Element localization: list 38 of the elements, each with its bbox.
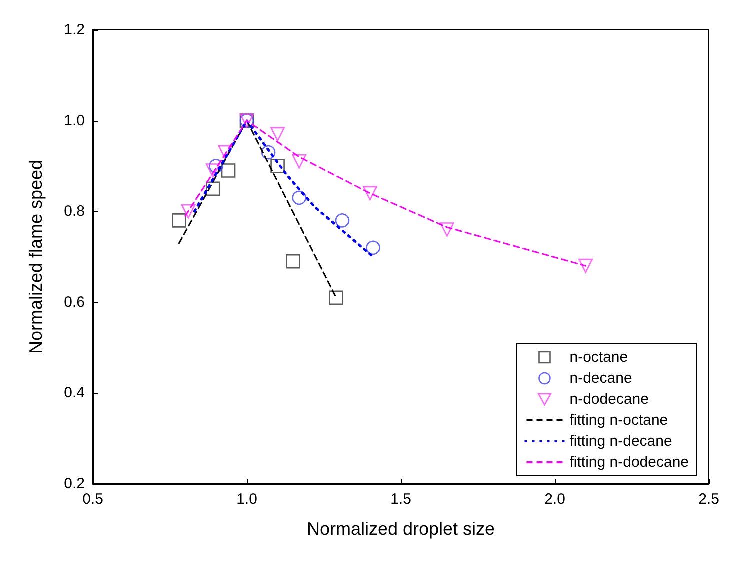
y-tick-label: 1.2 xyxy=(64,22,85,38)
point xyxy=(329,290,344,306)
legend-label: fitting n-decane xyxy=(570,433,672,450)
legend-label: n-octane xyxy=(570,349,628,366)
legend-label: n-decane xyxy=(570,370,632,387)
point xyxy=(181,204,196,219)
y-tick-label: 0.8 xyxy=(64,203,85,220)
point xyxy=(206,182,220,196)
point xyxy=(335,214,350,228)
y-tick-label: 0.2 xyxy=(64,476,85,492)
point xyxy=(206,164,220,178)
x-tick-label: 2.0 xyxy=(544,491,566,508)
y-axis-title: Normalized flame speed xyxy=(26,160,46,354)
point xyxy=(218,145,233,160)
x-tick-label: 0.5 xyxy=(82,491,104,508)
point xyxy=(221,164,236,178)
x-tick-label: 1.5 xyxy=(390,491,412,508)
legend-label: fitting n-octane xyxy=(570,412,668,429)
point xyxy=(366,240,380,256)
y-tick-label: 0.4 xyxy=(64,384,85,402)
y-tick-label: 1.0 xyxy=(64,112,85,130)
point xyxy=(261,145,276,160)
x-axis-title: Normalized droplet size xyxy=(306,519,496,539)
x-tick-label: 1.0 xyxy=(236,491,258,508)
x-tick-label: 2.5 xyxy=(698,491,720,508)
point xyxy=(292,154,307,169)
legend-label: fitting n-dodecane xyxy=(570,454,690,471)
point xyxy=(292,190,307,206)
point xyxy=(363,186,378,201)
point xyxy=(172,214,186,228)
point xyxy=(270,127,285,142)
point xyxy=(286,254,300,269)
legend-label: n-dodecane xyxy=(570,391,649,408)
point xyxy=(440,222,454,237)
point xyxy=(209,159,224,174)
point xyxy=(578,258,593,274)
y-tick-label: 0.6 xyxy=(64,294,85,311)
point xyxy=(270,159,285,174)
